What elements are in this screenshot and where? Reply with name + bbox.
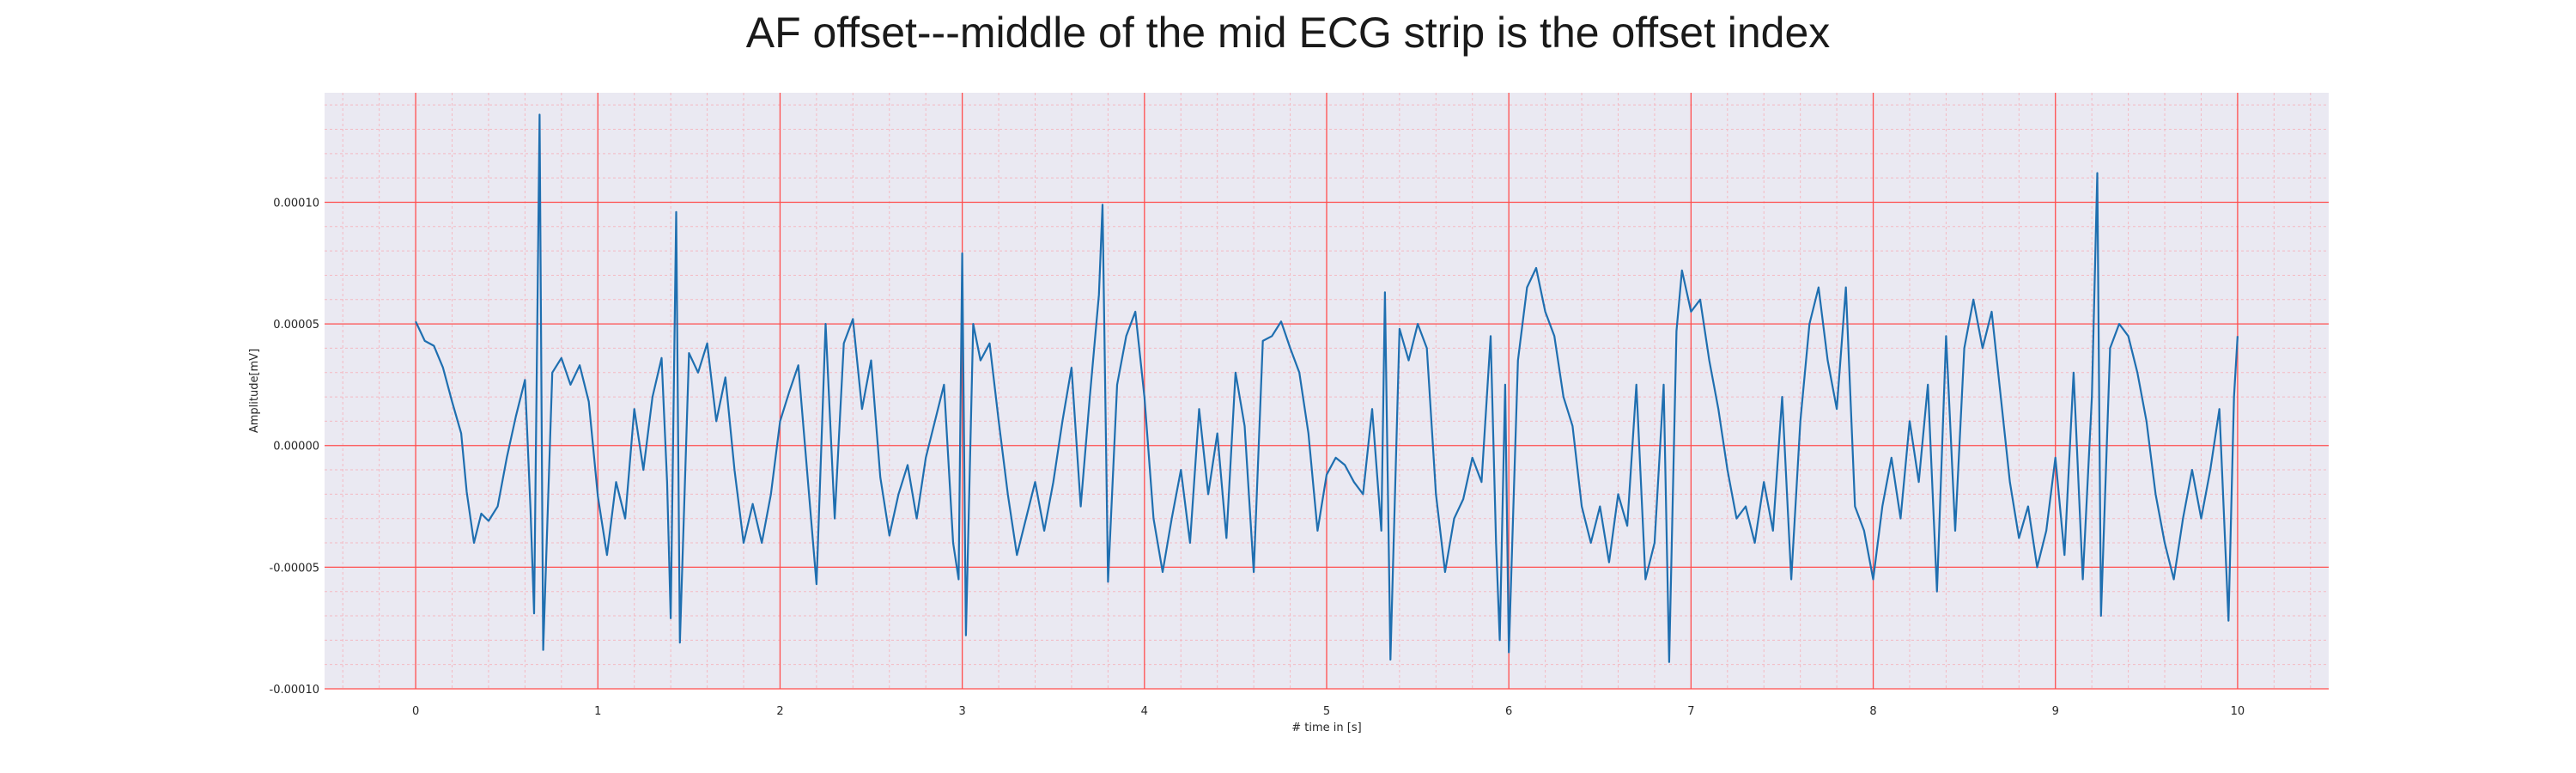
x-axis-label: # time in [s]	[1291, 721, 1361, 734]
x-tick-label: 4	[1141, 705, 1148, 718]
x-tick-label: 5	[1323, 705, 1330, 718]
y-tick-label: 0.00005	[273, 319, 319, 332]
y-axis-ticks: -0.00010 -0.00005 0.00000 0.00005 0.00010	[270, 197, 319, 697]
x-tick-label: 0	[412, 705, 419, 718]
y-tick-label: 0.00000	[273, 441, 319, 453]
x-tick-label: 7	[1687, 705, 1694, 718]
x-tick-label: 9	[2052, 705, 2059, 718]
y-tick-label: -0.00005	[270, 562, 319, 575]
x-axis-ticks: 0 1 2 3 4 5 6 7 8 9 10	[412, 705, 2245, 718]
series-layer	[415, 113, 2239, 663]
x-tick-label: 10	[2231, 705, 2245, 718]
chart-title: AF offset---middle of the mid ECG strip …	[746, 9, 1831, 57]
x-tick-label: 6	[1505, 705, 1512, 718]
y-tick-label: -0.00010	[270, 684, 319, 697]
major-grid	[325, 93, 2329, 690]
y-axis-label: Amplitude[mV]	[248, 349, 261, 433]
y-tick-label: 0.00010	[273, 197, 319, 210]
x-tick-label: 8	[1869, 705, 1876, 718]
x-tick-label: 3	[958, 705, 965, 718]
x-tick-label: 1	[594, 705, 601, 718]
ecg-series-line	[415, 113, 2239, 663]
x-tick-label: 2	[776, 705, 783, 718]
